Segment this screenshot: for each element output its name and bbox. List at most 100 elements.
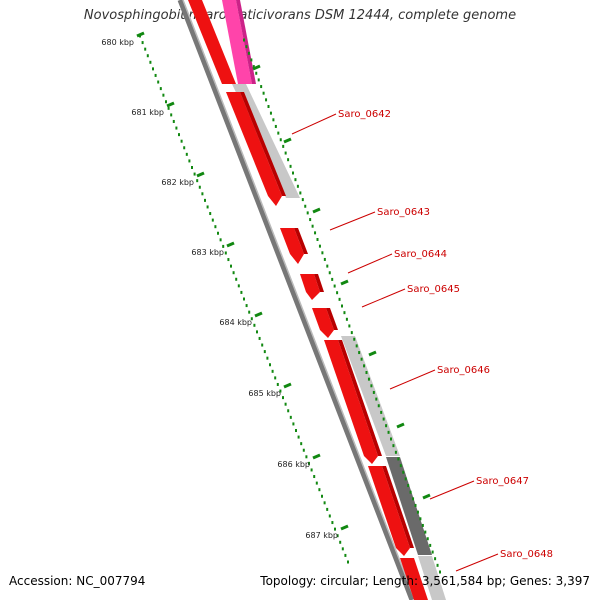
- track-dot: [372, 390, 375, 394]
- track-dot: [301, 198, 304, 202]
- gene-label[interactable]: Saro_0645: [407, 284, 460, 295]
- track-dot: [360, 357, 363, 361]
- track-dot: [304, 204, 307, 208]
- track-dot: [284, 151, 287, 155]
- track-dot: [404, 477, 407, 481]
- gene-label[interactable]: Saro_0647: [476, 476, 529, 487]
- track-dot: [282, 144, 285, 148]
- gc-segment: [418, 556, 446, 600]
- tick-dot: [209, 212, 212, 216]
- tick-dot: [271, 369, 274, 373]
- tick-dot: [263, 350, 266, 354]
- tick-dot: [344, 553, 347, 557]
- accession-value: NC_007794: [76, 574, 146, 588]
- cds-arrow: [400, 558, 428, 600]
- tick-dot: [258, 336, 261, 340]
- gene-label[interactable]: Saro_0643: [377, 207, 430, 218]
- length-label: Length:: [372, 574, 419, 588]
- tick-dot: [193, 172, 196, 176]
- track-dot: [419, 517, 422, 521]
- major-tick: [166, 101, 175, 108]
- gene-labels: Saro_0642 Saro_0643 Saro_0644 Saro_0645 Saro…: [291, 109, 553, 572]
- track-dot: [311, 224, 314, 228]
- tick-dot: [180, 139, 183, 143]
- track-dot: [348, 324, 351, 328]
- track-dot: [434, 557, 437, 561]
- track-dot: [289, 164, 292, 168]
- cds-arrow: [280, 228, 304, 264]
- tick-dot: [152, 67, 154, 71]
- cds-arrow: [226, 92, 282, 206]
- tick-dot: [328, 514, 331, 518]
- rna-feature-edge: [236, 0, 256, 84]
- tick-dot: [250, 317, 253, 321]
- tick-dot: [157, 80, 160, 84]
- tick-dot: [224, 251, 227, 255]
- tick-dot: [308, 461, 310, 465]
- genes-label: Genes:: [509, 574, 552, 588]
- track-dot: [380, 410, 383, 414]
- tick-dot: [347, 560, 349, 564]
- gene-label[interactable]: Saro_0644: [394, 249, 447, 260]
- tick-dot: [240, 290, 243, 294]
- track-dot: [260, 85, 263, 89]
- track-dot: [328, 271, 331, 275]
- tick-dot: [211, 218, 214, 222]
- tick-dot: [185, 152, 188, 156]
- gene-label[interactable]: Saro_0646: [437, 365, 490, 376]
- tick-dot: [287, 409, 290, 413]
- tick-dot: [219, 238, 222, 242]
- tick-dot: [302, 448, 305, 452]
- cds-arrow: [368, 466, 410, 556]
- gene-label[interactable]: Saro_0648: [500, 549, 553, 560]
- gc-segment: [386, 457, 432, 555]
- gene-label[interactable]: Saro_0642: [338, 109, 391, 120]
- tick-dot: [297, 435, 300, 439]
- topology-label: Topology:: [260, 574, 317, 588]
- track-dot: [287, 158, 290, 162]
- gene-leader-line: [291, 113, 337, 135]
- genes-value: 3,397: [555, 574, 590, 588]
- track-dot: [338, 297, 341, 301]
- tick-dot: [331, 521, 334, 525]
- tick-dot: [183, 146, 186, 150]
- track-dot: [294, 178, 297, 182]
- tick-label: 683 kbp: [191, 248, 224, 257]
- tick-dot: [341, 547, 344, 551]
- track-dot: [323, 257, 326, 261]
- cds-arrow-shade: [338, 340, 382, 456]
- track-dot: [426, 537, 429, 541]
- tick-dot: [217, 231, 219, 235]
- track-dot: [385, 424, 388, 428]
- track-dot: [274, 124, 277, 128]
- tick-dot: [232, 271, 235, 275]
- tick-dot: [243, 297, 245, 301]
- cds-arrow: [324, 340, 378, 464]
- tick-dot: [256, 330, 258, 334]
- tick-dot: [141, 41, 144, 45]
- tick-dot: [162, 93, 165, 97]
- tick-dot: [253, 323, 256, 327]
- tick-dot: [167, 106, 170, 110]
- track-dot: [265, 98, 268, 102]
- track-dot: [292, 171, 294, 175]
- track-dot: [331, 277, 334, 281]
- accession-label: Accession:: [9, 574, 73, 588]
- track-dot: [353, 337, 356, 341]
- track-tick: [340, 279, 349, 286]
- tick-dot: [165, 100, 167, 104]
- track-dot: [277, 131, 280, 135]
- track-dot: [424, 530, 427, 534]
- gene-leader-line: [389, 369, 436, 390]
- track-dot: [255, 71, 258, 75]
- track-dot: [402, 470, 405, 474]
- tick-dot: [284, 402, 287, 406]
- track-dot: [436, 563, 439, 567]
- track-dot: [333, 284, 336, 288]
- tick-label: 685 kbp: [248, 389, 281, 398]
- track-dot: [252, 65, 255, 69]
- tick-label: 682 kbp: [161, 178, 194, 187]
- tick-dot: [230, 264, 232, 268]
- track-dot: [306, 211, 309, 215]
- track-dot: [377, 404, 380, 408]
